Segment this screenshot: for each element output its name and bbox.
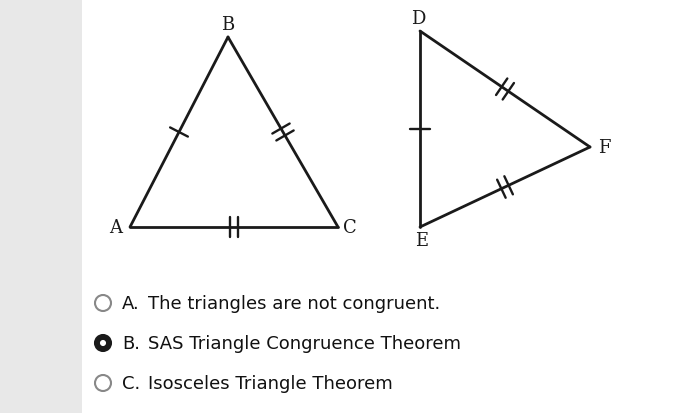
Text: B.: B.: [122, 334, 140, 352]
Text: E: E: [415, 231, 428, 249]
Text: B: B: [221, 16, 234, 34]
Text: A.: A.: [122, 294, 140, 312]
Circle shape: [100, 340, 106, 346]
Circle shape: [95, 335, 111, 351]
Text: F: F: [598, 139, 610, 157]
Text: The triangles are not congruent.: The triangles are not congruent.: [148, 294, 440, 312]
Text: D: D: [411, 10, 425, 28]
Text: SAS Triangle Congruence Theorem: SAS Triangle Congruence Theorem: [148, 334, 461, 352]
Text: Isosceles Triangle Theorem: Isosceles Triangle Theorem: [148, 374, 393, 392]
Text: C: C: [343, 218, 357, 236]
Text: A: A: [109, 218, 122, 236]
Bar: [0, 0, 82, 413]
Text: C.: C.: [122, 374, 140, 392]
Circle shape: [95, 295, 111, 311]
Circle shape: [95, 375, 111, 391]
